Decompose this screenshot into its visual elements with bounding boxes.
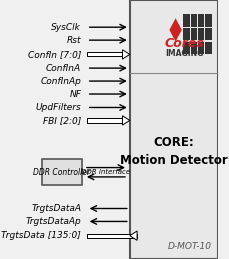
Polygon shape xyxy=(123,116,130,125)
Bar xyxy=(191,42,197,54)
Text: ConfIn [7:0]: ConfIn [7:0] xyxy=(28,50,81,59)
Bar xyxy=(183,28,190,40)
Text: ConfInAp: ConfInAp xyxy=(40,77,81,85)
Text: ConfInA: ConfInA xyxy=(46,64,81,73)
Bar xyxy=(87,234,137,238)
Bar xyxy=(198,42,204,54)
Polygon shape xyxy=(130,231,137,240)
Text: UpdFilters: UpdFilters xyxy=(35,103,81,112)
Text: CORE:: CORE: xyxy=(153,136,194,149)
Bar xyxy=(205,14,212,26)
Text: Rst: Rst xyxy=(67,36,81,45)
Bar xyxy=(191,14,197,26)
Text: FBI [2:0]: FBI [2:0] xyxy=(43,116,81,125)
Bar xyxy=(191,28,197,40)
Text: TrgtsDataAp: TrgtsDataAp xyxy=(25,217,81,226)
Text: NF: NF xyxy=(69,90,81,98)
Bar xyxy=(198,14,204,26)
Polygon shape xyxy=(169,18,182,42)
Text: TrgtsData [135:0]: TrgtsData [135:0] xyxy=(1,231,81,240)
Bar xyxy=(183,14,190,26)
Text: Motion Detector: Motion Detector xyxy=(120,154,228,167)
Text: SysClk: SysClk xyxy=(51,23,81,32)
Text: TrgtsDataA: TrgtsDataA xyxy=(31,204,81,213)
FancyBboxPatch shape xyxy=(130,0,218,259)
Text: IMAGING: IMAGING xyxy=(166,48,204,57)
Text: DDR Controller: DDR Controller xyxy=(33,168,90,177)
Bar xyxy=(183,42,190,54)
Text: DDR interface: DDR interface xyxy=(81,169,131,175)
FancyBboxPatch shape xyxy=(42,159,82,185)
Bar xyxy=(198,28,204,40)
Bar xyxy=(87,52,123,56)
Bar xyxy=(205,28,212,40)
Bar xyxy=(205,42,212,54)
Polygon shape xyxy=(123,50,130,59)
Text: Cores: Cores xyxy=(165,37,205,50)
Text: D-MOT-10: D-MOT-10 xyxy=(168,242,212,251)
Bar xyxy=(87,118,123,123)
